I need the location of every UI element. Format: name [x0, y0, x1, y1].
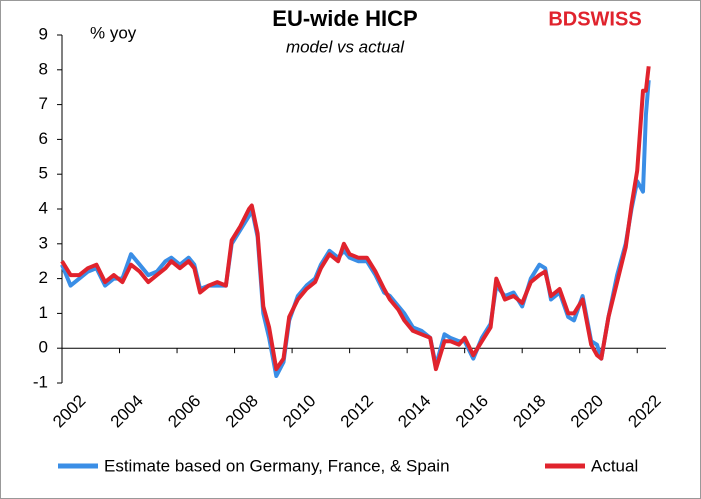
y-tick-label: 7: [39, 94, 48, 113]
chart-subtitle: model vs actual: [286, 37, 405, 56]
y-tick-label: 9: [39, 24, 48, 43]
y-tick-label: 3: [39, 233, 48, 252]
y-tick-label: -1: [33, 372, 48, 391]
chart-title: EU-wide HICP: [272, 6, 417, 31]
y-axis-label: % yoy: [90, 23, 137, 42]
y-tick-label: 5: [39, 164, 48, 183]
legend-label: Estimate based on Germany, France, & Spa…: [104, 456, 450, 475]
y-tick-label: 0: [39, 338, 48, 357]
y-tick-label: 8: [39, 59, 48, 78]
series-line: [60, 66, 651, 372]
y-tick-label: 4: [39, 198, 48, 217]
y-tick-label: 1: [39, 303, 48, 322]
y-tick-label: 2: [39, 268, 48, 287]
legend-label: Actual: [591, 456, 638, 475]
logo: BDSWISS: [548, 8, 641, 30]
y-tick-label: 6: [39, 129, 48, 148]
